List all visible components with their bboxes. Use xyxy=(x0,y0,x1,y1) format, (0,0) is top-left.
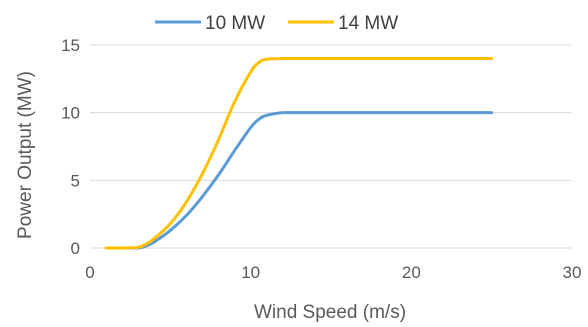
y-axis-title: Power Output (MW) xyxy=(15,71,36,239)
legend-label-0: 10 MW xyxy=(205,13,265,34)
series-line-0 xyxy=(104,111,494,250)
y-tick-label: 5 xyxy=(71,171,80,190)
x-tick-labels: 0 10 20 30 xyxy=(85,263,581,282)
series-lines xyxy=(104,57,494,250)
gridlines xyxy=(90,44,572,249)
series-line-1 xyxy=(104,57,494,250)
x-tick-label: 20 xyxy=(402,263,421,282)
x-tick-label: 10 xyxy=(241,263,260,282)
x-tick-label: 0 xyxy=(85,263,94,282)
legend: 10 MW 14 MW xyxy=(155,13,398,34)
y-tick-label: 10 xyxy=(61,104,80,123)
x-axis-title: Wind Speed (m/s) xyxy=(254,302,406,323)
y-tick-label: 0 xyxy=(71,239,80,258)
legend-label-1: 14 MW xyxy=(338,13,398,34)
x-tick-label: 30 xyxy=(563,263,582,282)
y-tick-label: 15 xyxy=(61,36,80,55)
y-tick-labels: 0 5 10 15 xyxy=(61,36,80,258)
